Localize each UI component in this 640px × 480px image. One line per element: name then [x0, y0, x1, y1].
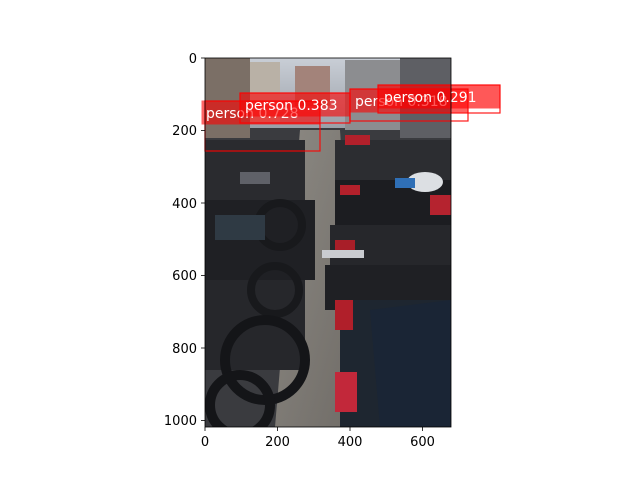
- x-tick-label: 600: [410, 435, 435, 450]
- detection-box: person 0.291: [377, 84, 501, 114]
- detection-label: person 0.383: [245, 98, 338, 114]
- x-tick-label: 400: [338, 435, 363, 450]
- x-tick-label: 200: [265, 435, 290, 450]
- detection-overlays: person 0.728 person 0.383 person 0.318 p…: [201, 84, 501, 152]
- y-axis: 0 200 400 600 800 1000: [164, 52, 205, 429]
- x-tick-label: 0: [201, 435, 209, 450]
- y-tick-label: 1000: [164, 414, 197, 429]
- y-tick-label: 600: [172, 269, 197, 284]
- y-tick-label: 0: [189, 52, 197, 67]
- x-axis: 0 200 400 600: [201, 427, 435, 450]
- photo: [205, 58, 451, 427]
- y-tick-label: 800: [172, 342, 197, 357]
- detection-box: person 0.383: [239, 92, 351, 124]
- y-tick-label: 400: [172, 197, 197, 212]
- detection-label: person 0.291: [384, 90, 477, 106]
- axes-frame: [204, 57, 452, 428]
- y-tick-label: 200: [172, 124, 197, 139]
